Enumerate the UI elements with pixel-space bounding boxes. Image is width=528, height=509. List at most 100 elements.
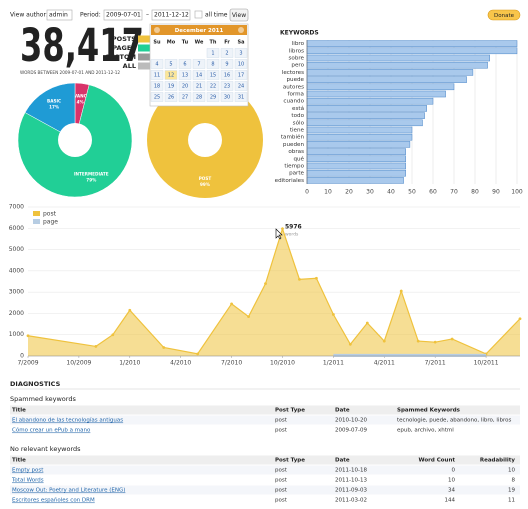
day-cell[interactable] <box>192 70 206 80</box>
from-input[interactable] <box>103 9 143 21</box>
day-cell[interactable] <box>178 70 192 80</box>
day-cell[interactable] <box>150 92 164 102</box>
column-header: Readability <box>480 458 516 464</box>
author-select[interactable] <box>46 9 73 21</box>
post-link[interactable]: Cómo crear un ePub a mano <box>12 427 91 434</box>
slice-label: POST <box>199 176 212 181</box>
row-bg <box>10 465 520 475</box>
weekday: Su <box>153 40 161 46</box>
bar <box>306 97 434 105</box>
point <box>230 302 233 306</box>
day: 8 <box>211 62 214 68</box>
day-cell[interactable] <box>206 59 220 69</box>
bar <box>306 83 455 91</box>
total-words: 38,417 <box>20 19 144 72</box>
point <box>433 340 437 344</box>
y-tick-label: libros <box>289 48 304 54</box>
point <box>298 277 301 281</box>
y-tick-label: 6000 <box>9 225 24 232</box>
point <box>94 345 98 348</box>
day-cell[interactable] <box>206 81 220 91</box>
day-cell[interactable] <box>150 70 164 80</box>
day-cell[interactable] <box>234 70 248 80</box>
tooltip-label: words <box>285 232 299 238</box>
day-cell[interactable] <box>178 59 192 69</box>
to-input[interactable] <box>151 9 191 21</box>
day-cell[interactable] <box>150 59 164 69</box>
day-cell[interactable] <box>220 92 234 102</box>
summary: 38,417 WORDS BETWEEN 2009-07-01 AND 2011… <box>20 19 144 75</box>
day-cell[interactable] <box>164 92 178 102</box>
cell: post <box>275 498 288 504</box>
day-cell[interactable] <box>164 81 178 91</box>
day-cell[interactable] <box>178 81 192 91</box>
from-value: 2009-07-01 <box>106 12 141 19</box>
calendar-month: December 2011 <box>175 28 224 34</box>
prev-month[interactable] <box>154 27 160 33</box>
day-cell[interactable] <box>234 92 248 102</box>
day: 19 <box>168 84 174 90</box>
y-tick-label: 1000 <box>9 331 24 338</box>
y-tick-label: 0 <box>20 353 24 360</box>
point <box>26 334 30 338</box>
post-type-swatch <box>138 35 150 43</box>
column-header: Spammed Keywords <box>397 408 461 414</box>
donate-button[interactable] <box>487 9 521 21</box>
day-cell[interactable] <box>234 59 248 69</box>
day-cell[interactable] <box>220 48 234 58</box>
day-cell[interactable] <box>192 81 206 91</box>
day: 16 <box>224 73 230 79</box>
cell: 34 <box>448 488 455 494</box>
day-cell[interactable] <box>220 59 234 69</box>
day-cell[interactable] <box>150 81 164 91</box>
point <box>247 315 250 319</box>
y-tick-label: 2000 <box>9 310 24 317</box>
bar <box>306 90 446 98</box>
day-cell[interactable] <box>220 70 234 80</box>
table-title: No relevant keywords <box>10 445 81 453</box>
y-tick-label: autores <box>283 84 304 90</box>
post-link[interactable]: Total Words <box>11 478 44 484</box>
next-month[interactable] <box>238 27 244 33</box>
weekday: Sa <box>238 40 245 46</box>
weekday: Tu <box>182 40 189 46</box>
post-type-label: PAGES <box>112 44 136 52</box>
tooltip-value: 5976 <box>285 224 302 231</box>
all-time-checkbox[interactable] <box>194 10 203 19</box>
day-cell[interactable] <box>164 70 178 80</box>
table-header-bg <box>10 405 520 415</box>
cell: 2011-03-02 <box>335 498 367 504</box>
total-caption: WORDS BETWEEN 2009-07-01 AND 2011-12-12 <box>20 70 120 75</box>
legend-swatch <box>33 219 40 224</box>
cell: tecnologie, puede, abandono, libro, libr… <box>397 418 511 424</box>
day-cell[interactable] <box>220 81 234 91</box>
day-cell[interactable] <box>206 48 220 58</box>
y-tick-label: 4000 <box>9 267 24 274</box>
day-cell[interactable] <box>192 92 206 102</box>
day-cell[interactable] <box>178 92 192 102</box>
point <box>399 289 403 293</box>
day-cell[interactable] <box>192 59 206 69</box>
post-type-label: CUSTOM <box>105 53 136 61</box>
day: 20 <box>182 84 188 90</box>
day-cell[interactable] <box>206 92 220 102</box>
day-cell[interactable] <box>206 70 220 80</box>
author-value: admin <box>49 12 68 19</box>
diagnostics: DIAGNOSTICS Spammed keywords Title Post Ty… <box>10 380 520 504</box>
post-link[interactable]: Moscow Out: Poetry and Literature (ENG) <box>12 488 125 494</box>
weekday: Mo <box>167 40 176 46</box>
x-tick-label: 10 <box>324 189 332 196</box>
post-link[interactable]: Empty post <box>12 468 44 474</box>
day-cell[interactable] <box>164 59 178 69</box>
legend-label: page <box>43 219 58 226</box>
weekday: We <box>195 40 204 46</box>
post-link[interactable]: Escritores españoles con DRM <box>12 498 95 504</box>
cell: post <box>275 418 288 424</box>
day-cell[interactable] <box>234 48 248 58</box>
day-cell[interactable] <box>234 81 248 91</box>
y-tick-label: está <box>292 105 304 112</box>
post-link[interactable]: El abandono de las tecnologías antiguas <box>12 417 123 424</box>
view-button[interactable] <box>229 8 249 22</box>
x-tick-label: 7/2009 <box>17 360 38 367</box>
day: 1 <box>211 51 214 57</box>
